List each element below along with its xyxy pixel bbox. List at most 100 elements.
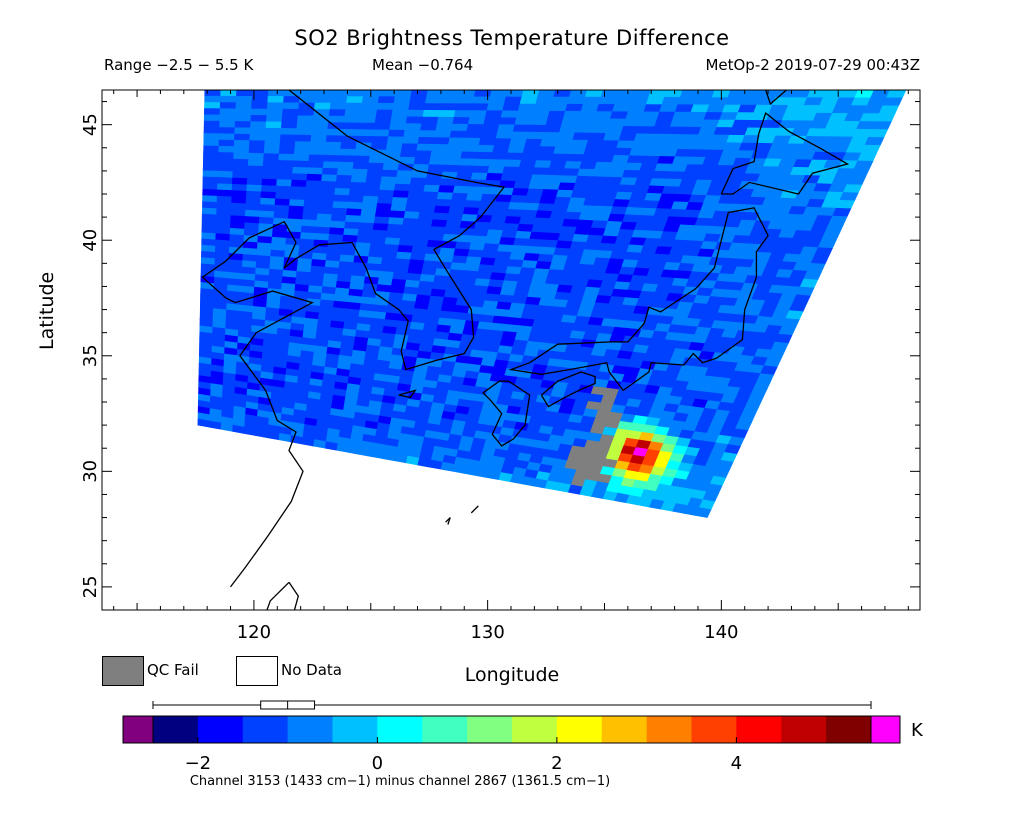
swath-cell	[367, 162, 385, 171]
swath-cell	[382, 250, 399, 260]
swath-cell	[401, 143, 419, 152]
swath-cell	[698, 126, 718, 136]
swath-cell	[578, 111, 598, 120]
swath-cell	[495, 251, 512, 260]
swath-cell	[551, 203, 570, 213]
swath-cell	[233, 146, 250, 154]
swath-cell	[446, 213, 464, 222]
swath-cell	[533, 103, 552, 112]
swath-cell	[626, 155, 646, 164]
swath-cell	[261, 172, 278, 180]
swath-cell	[497, 294, 515, 304]
swath-cell	[488, 96, 507, 105]
swath-cell	[561, 118, 580, 127]
swath-cell	[618, 133, 638, 142]
swath-cell	[477, 144, 495, 153]
colorbar-cell	[781, 716, 827, 743]
swath-cell	[422, 191, 439, 200]
swath-cell	[343, 228, 360, 237]
swath-cell	[569, 241, 588, 250]
swath-cell	[260, 191, 277, 200]
swath-cell	[566, 153, 585, 163]
swath-cell	[460, 151, 478, 160]
swath-cell	[628, 237, 647, 246]
swath-cell	[617, 184, 636, 194]
swath-cell	[706, 104, 726, 113]
swath-cell	[578, 212, 597, 221]
swath-cell	[570, 285, 587, 295]
swath-cell	[453, 248, 470, 258]
swath-cell	[280, 128, 298, 136]
swath-cell	[368, 249, 385, 259]
swath-cell	[625, 111, 645, 120]
swath-cell	[231, 190, 248, 198]
swath-cell	[416, 218, 434, 227]
swath-cell	[331, 207, 348, 216]
swath-cell	[366, 263, 382, 272]
swath-cell	[480, 131, 498, 139]
swath-cell	[245, 190, 262, 199]
swath-cell	[422, 109, 441, 118]
swath-cell	[587, 183, 606, 192]
swath-cell	[300, 225, 317, 234]
swath-cell	[486, 103, 505, 112]
swath-cell	[357, 228, 374, 238]
swath-cell	[611, 154, 630, 164]
swath-cell	[321, 174, 338, 183]
swath-cell	[306, 173, 323, 182]
swath-cell	[602, 228, 621, 238]
swath-cell	[278, 153, 295, 162]
swath-cell	[559, 226, 578, 235]
swath-cell	[614, 191, 633, 201]
swath-cell	[290, 186, 307, 194]
swath-cell	[584, 90, 604, 98]
swath-cell	[382, 163, 400, 171]
colorbar-under-cell	[122, 715, 154, 744]
swath-cell	[588, 227, 607, 237]
swath-cell	[639, 162, 658, 172]
swath-cell	[414, 232, 431, 241]
swath-cell	[377, 196, 394, 205]
swath-cell	[395, 176, 412, 185]
swath-cell	[627, 104, 647, 113]
swath-cell	[431, 143, 449, 152]
swath-cell	[396, 251, 413, 261]
swath-cell	[470, 172, 489, 181]
swath-cell	[425, 96, 443, 104]
swath-cell	[202, 182, 218, 191]
swath-cell	[248, 140, 266, 148]
swath-cell	[475, 151, 493, 160]
swath-cell	[667, 126, 687, 135]
swath-cell	[617, 228, 635, 238]
swath-cell	[397, 244, 414, 254]
swath-cell	[593, 213, 611, 222]
swath-cell	[309, 147, 326, 156]
swath-cell	[672, 111, 692, 120]
swath-cell	[502, 166, 520, 175]
swath-cell	[505, 152, 524, 161]
swath-cell	[478, 137, 497, 146]
swath-cell	[600, 140, 620, 149]
swath-cell	[455, 103, 474, 111]
swath-cell	[311, 122, 329, 130]
swath-cell	[620, 125, 640, 135]
swath-cell	[497, 244, 514, 253]
swath-cell	[352, 162, 370, 170]
swath-cell	[242, 241, 259, 250]
swath-cell	[364, 182, 382, 191]
swath-cell	[342, 122, 360, 130]
swath-cell	[217, 170, 234, 179]
swath-cell	[589, 176, 608, 185]
swath-cell	[490, 215, 507, 224]
swath-cell	[543, 232, 561, 242]
swath-cell	[383, 244, 400, 253]
swath-cell	[598, 96, 618, 105]
swath-cell	[450, 123, 469, 132]
swath-cell	[201, 207, 218, 216]
swath-cell	[593, 257, 611, 267]
swath-cell	[824, 223, 844, 233]
swath-cell	[616, 90, 636, 98]
swath-cell	[814, 247, 833, 257]
swath-cell	[586, 279, 604, 289]
swath-cell	[296, 121, 314, 130]
